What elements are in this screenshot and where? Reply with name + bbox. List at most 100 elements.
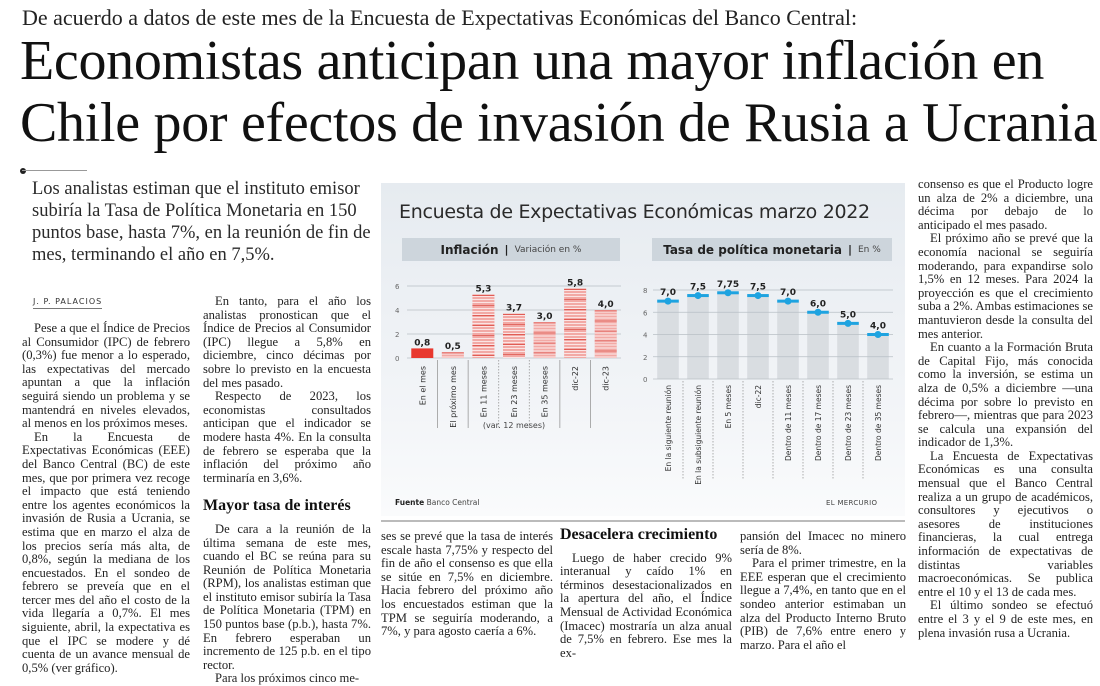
inflation-category-label: En 23 meses xyxy=(510,366,519,417)
tpm-column xyxy=(717,292,739,379)
inflation-bar xyxy=(441,352,464,358)
y-tick-label: 0 xyxy=(643,376,647,384)
y-tick-label: 4 xyxy=(395,307,400,315)
chart-canvas: 0 2 4 6 0,8 En el mes 0,5 El próximo mes 5,3 En 1… xyxy=(395,278,893,485)
inflation-value-label: 3,0 xyxy=(537,312,553,322)
tpm-value-label: 7,5 xyxy=(750,283,766,293)
tpm-column xyxy=(807,312,829,379)
paragraph: Respecto de 2023, los economistas consul… xyxy=(203,389,371,485)
separator: | xyxy=(504,243,509,256)
paragraph: En tanto, para el año los analistas pron… xyxy=(203,294,371,390)
paragraph: Para el primer trimestre, en la EEE espe… xyxy=(740,556,906,652)
inflation-value-label: 5,8 xyxy=(567,278,583,288)
headline-line-2: Chile por efectos de invasión de Rusia a… xyxy=(20,92,1098,154)
inflation-bar xyxy=(411,348,434,358)
inflation-title: Inflación xyxy=(440,242,499,257)
subhead-growth: Desacelera crecimiento xyxy=(560,526,718,543)
paragraph: El próximo año se prevé que la economía … xyxy=(918,231,1093,341)
y-tick-label: 8 xyxy=(643,287,647,295)
subhead-interest-rate: Mayor tasa de interés xyxy=(203,497,351,515)
tpm-marker-dot xyxy=(844,319,852,327)
tpm-marker-dot xyxy=(784,297,792,305)
separator: | xyxy=(847,243,852,256)
column-4: Desacelera crecimiento Luego de haber cr… xyxy=(560,526,732,660)
source-note: Fuente Banco Central xyxy=(395,498,479,507)
paragraph: pansión del Imacec no minero sería de 8%… xyxy=(740,529,906,557)
inflation-value-label: 3,7 xyxy=(506,304,522,314)
tpm-value-label: 7,0 xyxy=(780,288,796,298)
tpm-panel-header: Tasa de política monetaria | En % xyxy=(652,238,892,261)
paragraph: consenso es que el Producto logre un alz… xyxy=(918,177,1093,232)
inflation-category-label: En 11 meses xyxy=(479,366,488,417)
paragraph: La Encuesta de Expectativas Económicas e… xyxy=(918,448,1093,599)
tpm-value-label: 6,0 xyxy=(810,299,826,309)
source-value: Banco Central xyxy=(426,498,480,507)
tpm-category-label: Dentro de 17 meses xyxy=(814,385,823,461)
tpm-column xyxy=(777,301,799,379)
column-3: ses se prevé que la tasa de interés esca… xyxy=(381,529,553,639)
inflation-category-label: dic-22 xyxy=(571,366,580,391)
tpm-category-label: dic-22 xyxy=(754,385,763,408)
inflation-unit: Variación en % xyxy=(514,244,582,255)
paragraph: El último sondeo se efectuó entre el 3 y… xyxy=(918,598,1093,640)
column-5: pansión del Imacec no minero sería de 8%… xyxy=(740,529,906,652)
inflation-panel-header: Inflación | Variación en % xyxy=(402,238,620,261)
paragraph: Pese a que el Índice de Precios al Consu… xyxy=(22,321,190,431)
tpm-value-label: 5,0 xyxy=(840,310,856,320)
bullet-dot xyxy=(20,168,26,174)
inflation-value-label: 0,8 xyxy=(414,338,430,348)
inflation-value-label: 5,3 xyxy=(475,284,491,294)
kicker: De acuerdo a datos de este mes de la Enc… xyxy=(22,5,858,30)
infographic: Encuesta de Expectativas Económicas marz… xyxy=(381,183,905,516)
lead-paragraph: Los analistas estiman que el instituto e… xyxy=(32,179,371,265)
column-6: consenso es que el Producto logre un alz… xyxy=(918,177,1093,640)
tpm-marker-dot xyxy=(874,331,882,338)
tpm-marker-dot xyxy=(724,289,732,297)
inflation-bar xyxy=(533,322,556,358)
tpm-column xyxy=(747,295,769,379)
tpm-marker-dot xyxy=(814,308,822,316)
tpm-value-label: 7,75 xyxy=(717,280,739,290)
byline: J. P. PALACIOS xyxy=(33,297,103,309)
tpm-category-label: Dentro de 23 meses xyxy=(844,385,853,461)
paragraph: En la Encuesta de Expectativas Económica… xyxy=(22,429,190,675)
tpm-marker-dot xyxy=(694,292,702,300)
inflation-category-label: dic-23 xyxy=(602,366,611,391)
tpm-column xyxy=(837,323,859,379)
tpm-marker-dot xyxy=(664,297,672,305)
y-tick-label: 2 xyxy=(395,331,399,339)
lead-rule xyxy=(22,170,87,171)
column-1: Pese a que el Índice de Precios al Consu… xyxy=(22,321,190,675)
tpm-category-label: En la subsiguiente reunión xyxy=(694,385,703,485)
y-tick-label: 2 xyxy=(643,354,647,362)
inflation-value-label: 4,0 xyxy=(598,300,614,310)
tpm-category-label: En 5 meses xyxy=(724,385,733,428)
y-tick-label: 4 xyxy=(643,332,648,340)
chart-title: Encuesta de Expectativas Económicas marz… xyxy=(399,201,870,223)
y-tick-label: 6 xyxy=(395,283,400,291)
tpm-value-label: 7,0 xyxy=(660,288,676,298)
inflation-category-label: El próximo mes xyxy=(448,366,458,428)
inflation-value-label: 0,5 xyxy=(445,342,461,352)
tpm-title: Tasa de política monetaria xyxy=(663,242,842,257)
paragraph: ses se prevé que la tasa de interés esca… xyxy=(381,529,553,639)
paragraph: Para los próximos cinco me- xyxy=(215,671,360,686)
tpm-category-label: Dentro de 11 meses xyxy=(784,385,793,461)
tpm-column xyxy=(657,301,679,379)
inflation-category-label: En 35 meses xyxy=(541,366,550,417)
divider xyxy=(381,520,905,522)
tpm-category-label: Dentro de 35 meses xyxy=(874,385,883,461)
inflation-bar xyxy=(594,310,617,358)
tpm-unit: En % xyxy=(857,244,881,255)
tpm-marker-dot xyxy=(754,292,762,300)
source-label: Fuente xyxy=(395,498,425,507)
y-tick-label: 6 xyxy=(643,309,648,317)
tpm-column xyxy=(687,295,709,379)
tpm-value-label: 4,0 xyxy=(870,322,886,332)
paragraph: De cara a la reunión de la última semana… xyxy=(203,521,371,672)
headline: Economistas anticipan una mayor inflació… xyxy=(20,30,1098,154)
inflation-category-label: En el mes xyxy=(418,366,427,405)
paragraph: En cuanto a la Formación Bruta de Capita… xyxy=(918,340,1093,450)
headline-line-1: Economistas anticipan una mayor inflació… xyxy=(20,30,1045,92)
tpm-category-label: En la siguiente reunión xyxy=(664,385,673,472)
